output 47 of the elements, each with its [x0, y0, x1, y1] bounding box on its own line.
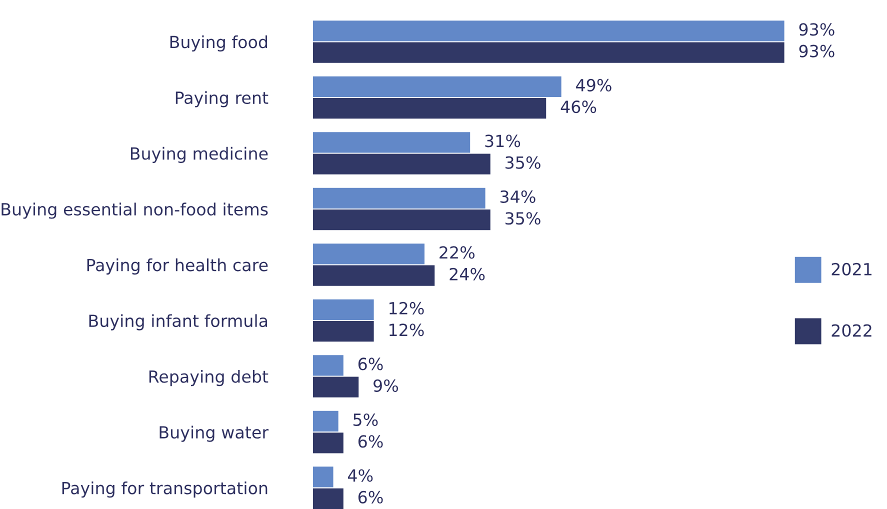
bar: [313, 98, 546, 119]
legend-label: 2021: [832, 262, 872, 276]
y-tick-label: Buying medicine: [130, 146, 268, 164]
legend-label: 2022: [832, 324, 872, 337]
bar: [313, 466, 334, 488]
data-label: 6%: [358, 435, 383, 448]
bar: [313, 244, 424, 264]
data-label: 12%: [390, 302, 424, 315]
bar: [313, 132, 470, 153]
y-tick-label: Buying infant formula: [89, 314, 268, 330]
y-tick-label: Repaying debt: [149, 370, 268, 386]
bar: [313, 265, 435, 286]
data-label: 4%: [348, 469, 373, 482]
data-label: 35%: [506, 212, 540, 225]
data-label: 5%: [354, 413, 378, 426]
data-label: 6%: [358, 358, 383, 370]
bar: [313, 299, 374, 320]
y-tick-label: Paying for transportation: [62, 481, 268, 498]
y-tick-label: Buying food: [170, 35, 268, 52]
bar: [313, 355, 344, 376]
data-label: 46%: [560, 100, 596, 114]
bar: [313, 42, 784, 63]
data-label: 93%: [799, 44, 834, 58]
bar: [313, 376, 359, 398]
y-tick-label: Paying for health care: [87, 258, 268, 275]
bar: [313, 154, 490, 174]
bar: [313, 210, 490, 230]
y-tick-label: Paying rent: [176, 91, 268, 108]
data-label: 31%: [485, 134, 520, 148]
data-label: 49%: [576, 78, 612, 92]
bar: [313, 321, 374, 342]
y-tick-label: Buying water: [160, 426, 269, 442]
bar: [313, 410, 338, 432]
data-label: 6%: [358, 490, 383, 504]
data-label: 35%: [506, 156, 540, 169]
bar: [313, 76, 562, 97]
data-label: 34%: [500, 190, 536, 204]
bar: [313, 188, 486, 208]
bar: [313, 20, 784, 42]
bar: [313, 432, 344, 454]
data-label: 12%: [390, 324, 424, 336]
data-label: 93%: [799, 23, 834, 36]
data-label: 24%: [450, 268, 485, 280]
data-label: 9%: [374, 379, 398, 392]
y-tick-label: Buying essential non-food items: [2, 202, 268, 219]
bar: [313, 488, 344, 509]
data-label: 22%: [440, 246, 475, 259]
